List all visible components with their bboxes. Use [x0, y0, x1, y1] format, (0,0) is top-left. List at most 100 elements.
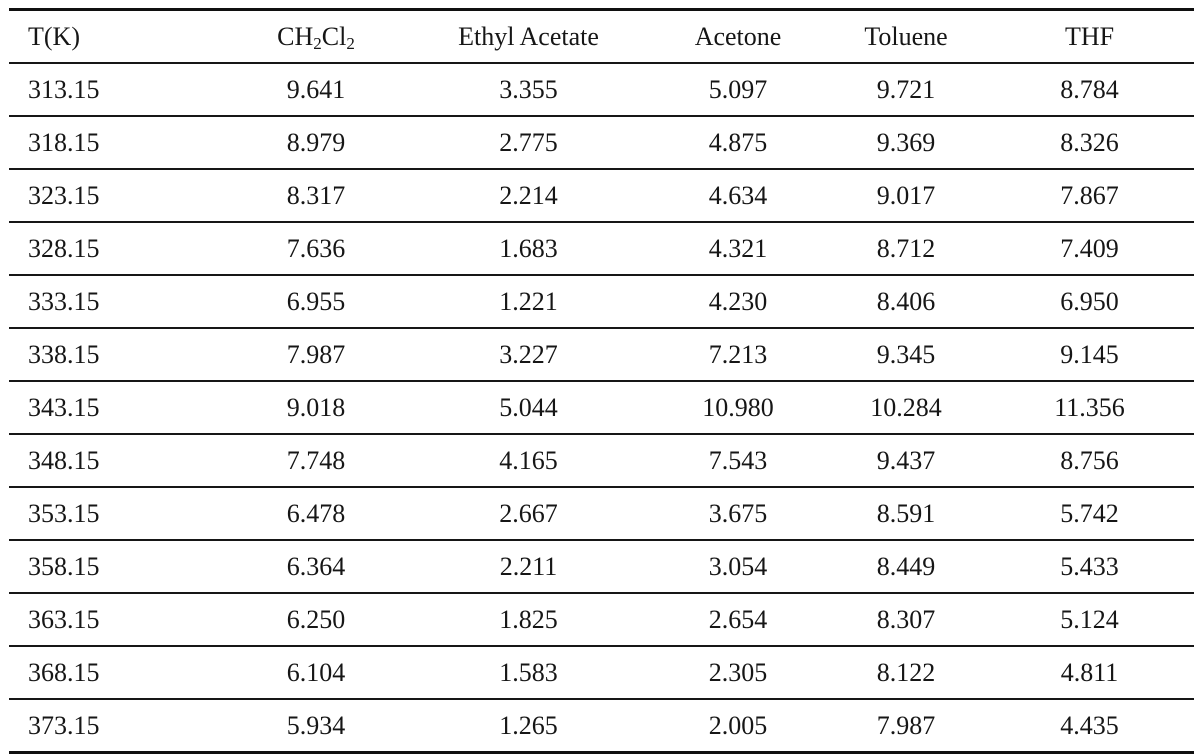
value-cell: 2.305 [649, 646, 827, 700]
value-cell: 4.634 [649, 169, 827, 223]
value-cell: 9.369 [827, 116, 985, 170]
table-row: 323.15 8.317 2.214 4.634 9.017 7.867 [9, 169, 1194, 223]
temperature-cell: 338.15 [9, 328, 224, 382]
value-cell: 6.104 [224, 646, 408, 700]
value-cell: 5.742 [985, 487, 1194, 541]
value-cell: 6.955 [224, 275, 408, 329]
value-cell: 4.165 [408, 434, 649, 488]
value-cell: 9.437 [827, 434, 985, 488]
value-cell: 7.748 [224, 434, 408, 488]
value-cell: 5.433 [985, 540, 1194, 594]
temperature-cell: 323.15 [9, 169, 224, 223]
value-cell: 9.017 [827, 169, 985, 223]
value-cell: 7.867 [985, 169, 1194, 223]
column-header-thf: THF [985, 9, 1194, 64]
table-body: 313.15 9.641 3.355 5.097 9.721 8.784 318.15 8.9… [9, 63, 1194, 753]
temperature-cell: 358.15 [9, 540, 224, 594]
column-header-ethyl-acetate: Ethyl Acetate [408, 9, 649, 64]
value-cell: 5.097 [649, 63, 827, 117]
value-cell: 8.449 [827, 540, 985, 594]
value-cell: 7.636 [224, 222, 408, 276]
column-header-ch2cl2: CH2Cl2 [224, 9, 408, 64]
table-row: 338.15 7.987 3.227 7.213 9.345 9.145 [9, 328, 1194, 382]
value-cell: 4.230 [649, 275, 827, 329]
value-cell: 7.213 [649, 328, 827, 382]
formula-subscript: 2 [313, 33, 322, 53]
value-cell: 5.124 [985, 593, 1194, 647]
value-cell: 8.326 [985, 116, 1194, 170]
value-cell: 8.122 [827, 646, 985, 700]
value-cell: 3.227 [408, 328, 649, 382]
value-cell: 3.355 [408, 63, 649, 117]
value-cell: 6.250 [224, 593, 408, 647]
formula-text: CH [277, 21, 314, 51]
value-cell: 7.987 [224, 328, 408, 382]
value-cell: 3.054 [649, 540, 827, 594]
value-cell: 7.409 [985, 222, 1194, 276]
value-cell: 1.583 [408, 646, 649, 700]
value-cell: 8.979 [224, 116, 408, 170]
value-cell: 8.591 [827, 487, 985, 541]
temperature-cell: 343.15 [9, 381, 224, 435]
value-cell: 2.005 [708, 710, 768, 740]
solubility-table: T(K) CH2Cl2 Ethyl Acetate Acetone Toluen… [9, 8, 1194, 754]
formula-text: Cl [321, 21, 347, 51]
value-cell: 9.641 [224, 63, 408, 117]
temperature-cell: 333.15 [9, 275, 224, 329]
value-cell: 4.811 [985, 646, 1194, 700]
temperature-cell: 328.15 [9, 222, 224, 276]
value-cell: 7.543 [649, 434, 827, 488]
table-row: 318.15 8.979 2.775 4.875 9.369 8.326 [9, 116, 1194, 170]
value-cell: 8.712 [827, 222, 985, 276]
value-cell: 6.364 [224, 540, 408, 594]
value-cell: 4.435 [1060, 710, 1119, 740]
temperature-cell: 348.15 [9, 434, 224, 488]
value-cell: 1.221 [408, 275, 649, 329]
value-cell: 9.345 [827, 328, 985, 382]
value-cell: 1.825 [408, 593, 649, 647]
value-cell: 4.875 [649, 116, 827, 170]
value-cell: 9.145 [985, 328, 1194, 382]
temperature-cell: 313.15 [9, 63, 224, 117]
value-cell: 5.044 [408, 381, 649, 435]
table-row: 373.15 5.934 1.265 2.005 7.987 4.435 [9, 699, 1194, 753]
temperature-cell: 363.15 [9, 593, 224, 647]
value-cell: 8.406 [827, 275, 985, 329]
formula-subscript: 2 [346, 33, 355, 53]
table-row: 343.15 9.018 5.044 10.980 10.284 11.356 [9, 381, 1194, 435]
value-cell: 8.317 [224, 169, 408, 223]
value-cell: 2.214 [408, 169, 649, 223]
value-cell: 9.018 [224, 381, 408, 435]
value-cell: 1.683 [408, 222, 649, 276]
value-cell: 8.756 [985, 434, 1194, 488]
value-cell: 2.775 [408, 116, 649, 170]
value-cell: 5.934 [286, 710, 346, 740]
table-row: 353.15 6.478 2.667 3.675 8.591 5.742 [9, 487, 1194, 541]
value-cell: 2.654 [649, 593, 827, 647]
value-cell: 10.980 [649, 381, 827, 435]
table-row: 328.15 7.636 1.683 4.321 8.712 7.409 [9, 222, 1194, 276]
value-cell: 7.987 [876, 710, 936, 740]
table-row: 313.15 9.641 3.355 5.097 9.721 8.784 [9, 63, 1194, 117]
table-row: 363.15 6.250 1.825 2.654 8.307 5.124 [9, 593, 1194, 647]
value-cell: 1.265 [499, 710, 558, 740]
table-row: 368.15 6.104 1.583 2.305 8.122 4.811 [9, 646, 1194, 700]
table-row: 358.15 6.364 2.211 3.054 8.449 5.433 [9, 540, 1194, 594]
value-cell: 4.321 [649, 222, 827, 276]
column-header-acetone: Acetone [649, 9, 827, 64]
value-cell: 2.211 [408, 540, 649, 594]
table-header: T(K) CH2Cl2 Ethyl Acetate Acetone Toluen… [9, 9, 1194, 64]
table-row: 348.15 7.748 4.165 7.543 9.437 8.756 [9, 434, 1194, 488]
value-cell: 11.356 [985, 381, 1194, 435]
header-row: T(K) CH2Cl2 Ethyl Acetate Acetone Toluen… [9, 9, 1194, 64]
value-cell: 6.950 [985, 275, 1194, 329]
column-header-temperature: T(K) [9, 9, 224, 64]
value-cell: 3.675 [649, 487, 827, 541]
table-row: 333.15 6.955 1.221 4.230 8.406 6.950 [9, 275, 1194, 329]
value-cell: 8.784 [985, 63, 1194, 117]
temperature-cell: 373.15 [28, 710, 100, 740]
value-cell: 9.721 [827, 63, 985, 117]
value-cell: 2.667 [408, 487, 649, 541]
column-header-toluene: Toluene [827, 9, 985, 64]
